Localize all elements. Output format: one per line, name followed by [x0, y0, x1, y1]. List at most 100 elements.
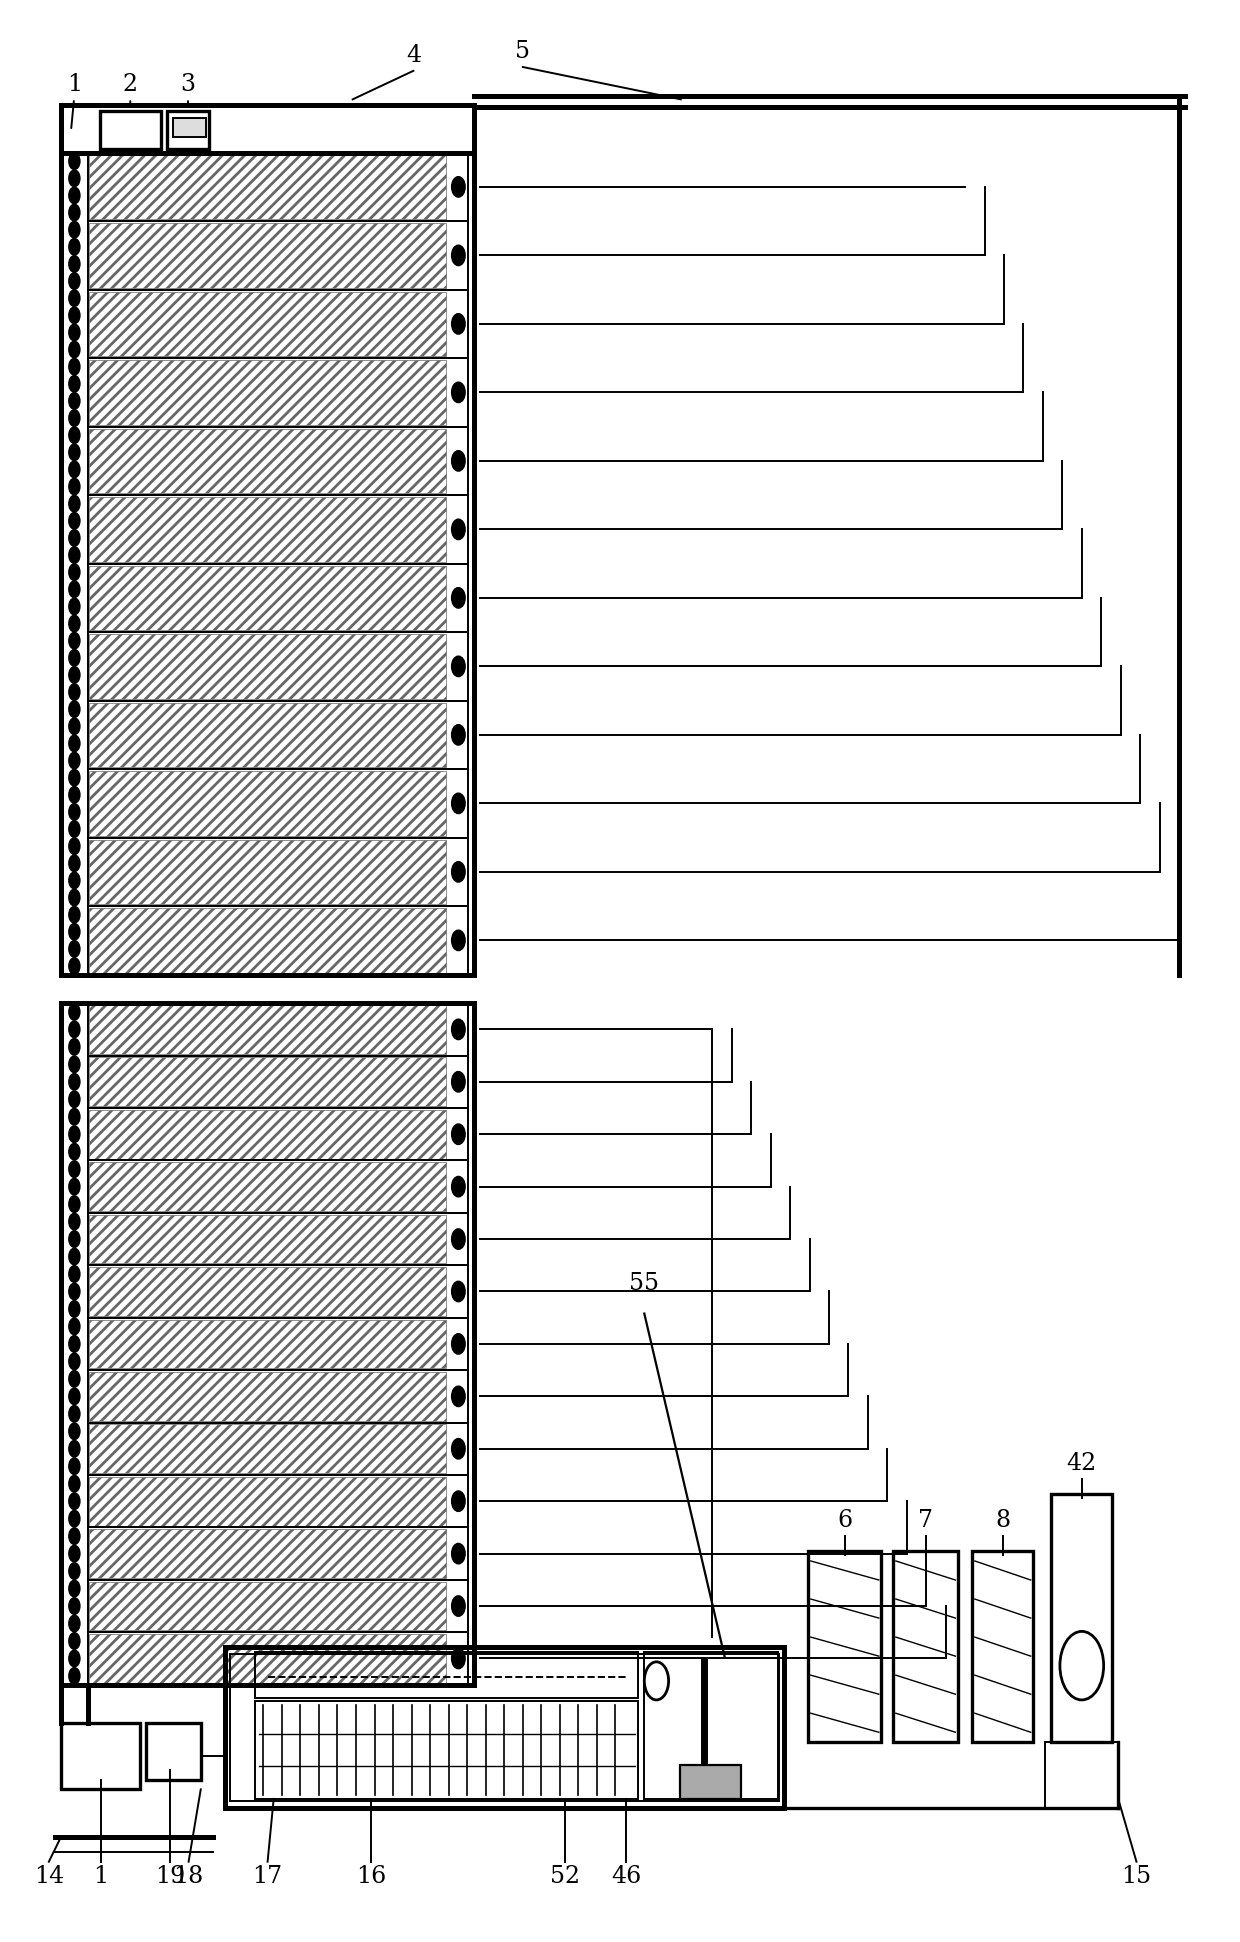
- Circle shape: [69, 1266, 79, 1282]
- Bar: [61, 105, 474, 153]
- Circle shape: [69, 394, 79, 408]
- Circle shape: [69, 307, 79, 322]
- Circle shape: [69, 548, 79, 563]
- Circle shape: [69, 324, 79, 340]
- Circle shape: [69, 274, 79, 289]
- Circle shape: [453, 656, 465, 676]
- Text: 1: 1: [93, 1866, 108, 1888]
- Circle shape: [453, 930, 465, 950]
- Circle shape: [69, 736, 79, 752]
- Text: 5: 5: [516, 41, 531, 64]
- Circle shape: [453, 177, 465, 196]
- Text: 18: 18: [174, 1866, 203, 1888]
- Circle shape: [69, 1563, 79, 1579]
- Circle shape: [69, 291, 79, 305]
- Circle shape: [69, 616, 79, 631]
- Bar: [1052, 1495, 1112, 1742]
- Bar: [88, 1528, 467, 1581]
- Circle shape: [69, 1633, 79, 1649]
- Bar: [100, 111, 161, 150]
- Bar: [88, 1161, 467, 1214]
- Bar: [88, 1319, 467, 1371]
- Circle shape: [453, 1334, 465, 1354]
- Bar: [172, 118, 206, 138]
- Bar: [88, 221, 467, 289]
- Circle shape: [453, 588, 465, 608]
- Circle shape: [69, 1354, 79, 1369]
- Circle shape: [69, 221, 79, 237]
- Circle shape: [69, 1458, 79, 1474]
- Bar: [255, 1701, 639, 1798]
- Circle shape: [69, 1301, 79, 1317]
- Circle shape: [69, 256, 79, 272]
- Text: 1: 1: [67, 72, 82, 95]
- Bar: [88, 633, 467, 701]
- Circle shape: [69, 889, 79, 905]
- Circle shape: [69, 684, 79, 699]
- Circle shape: [453, 451, 465, 470]
- Circle shape: [69, 1319, 79, 1334]
- Circle shape: [69, 495, 79, 511]
- Text: 3: 3: [181, 72, 196, 95]
- Text: 42: 42: [1066, 1453, 1097, 1476]
- Circle shape: [69, 1528, 79, 1544]
- Bar: [224, 1647, 784, 1808]
- Bar: [88, 495, 467, 563]
- Circle shape: [69, 1039, 79, 1055]
- Text: 17: 17: [253, 1866, 283, 1888]
- Circle shape: [453, 1491, 465, 1511]
- Circle shape: [69, 1406, 79, 1422]
- Circle shape: [69, 188, 79, 204]
- Bar: [88, 701, 467, 769]
- Circle shape: [69, 651, 79, 666]
- Circle shape: [453, 1177, 465, 1196]
- Circle shape: [453, 726, 465, 744]
- Circle shape: [453, 1020, 465, 1039]
- Text: 8: 8: [996, 1509, 1011, 1532]
- Bar: [88, 1109, 467, 1161]
- Circle shape: [69, 1074, 79, 1089]
- Bar: [88, 563, 467, 633]
- Circle shape: [453, 520, 465, 538]
- Bar: [255, 1653, 639, 1697]
- Circle shape: [69, 1441, 79, 1456]
- Circle shape: [69, 668, 79, 682]
- Circle shape: [69, 206, 79, 219]
- Circle shape: [69, 856, 79, 870]
- Circle shape: [69, 153, 79, 169]
- Circle shape: [453, 1544, 465, 1563]
- Bar: [88, 1581, 467, 1633]
- Circle shape: [69, 359, 79, 375]
- Bar: [88, 1476, 467, 1528]
- Circle shape: [453, 862, 465, 882]
- Text: 14: 14: [33, 1866, 64, 1888]
- Circle shape: [69, 1196, 79, 1212]
- Bar: [61, 1004, 474, 1684]
- Circle shape: [69, 1284, 79, 1299]
- Bar: [645, 1653, 777, 1798]
- Circle shape: [69, 565, 79, 581]
- Circle shape: [69, 1389, 79, 1404]
- Circle shape: [453, 1649, 465, 1668]
- Circle shape: [69, 1598, 79, 1614]
- Bar: [88, 153, 467, 221]
- Circle shape: [69, 787, 79, 802]
- Bar: [88, 1633, 467, 1684]
- Circle shape: [69, 1371, 79, 1387]
- Circle shape: [69, 445, 79, 460]
- Circle shape: [69, 1021, 79, 1037]
- Bar: [61, 153, 474, 975]
- Circle shape: [69, 633, 79, 649]
- Text: 19: 19: [155, 1866, 186, 1888]
- Bar: [146, 1723, 201, 1779]
- Circle shape: [453, 247, 465, 264]
- Circle shape: [69, 1668, 79, 1684]
- Circle shape: [69, 872, 79, 887]
- Circle shape: [69, 1616, 79, 1631]
- Bar: [88, 427, 467, 495]
- Circle shape: [69, 1423, 79, 1439]
- Circle shape: [69, 239, 79, 254]
- Circle shape: [453, 315, 465, 334]
- Bar: [808, 1552, 882, 1742]
- Circle shape: [69, 1336, 79, 1352]
